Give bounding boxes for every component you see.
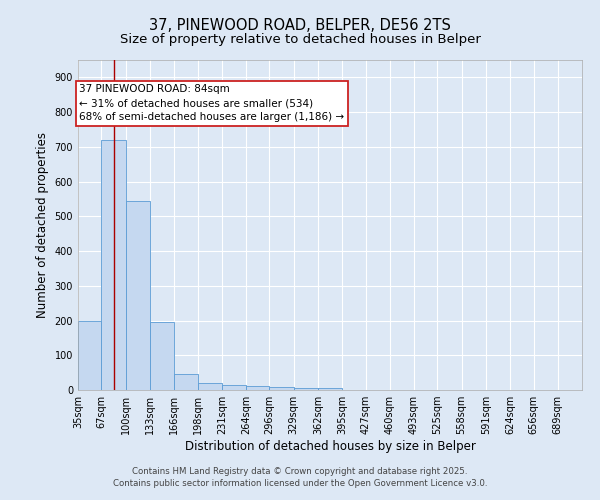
Bar [174, 374, 197, 390]
Bar [197, 383, 222, 390]
Bar [101, 140, 125, 390]
Bar [222, 386, 246, 390]
Text: Size of property relative to detached houses in Belper: Size of property relative to detached ho… [119, 32, 481, 46]
Bar [78, 320, 101, 390]
Bar [293, 388, 318, 390]
Bar [269, 387, 293, 390]
Bar [318, 388, 342, 390]
Bar [150, 322, 174, 390]
Bar [125, 200, 150, 390]
Text: 37 PINEWOOD ROAD: 84sqm
← 31% of detached houses are smaller (534)
68% of semi-d: 37 PINEWOOD ROAD: 84sqm ← 31% of detache… [79, 84, 344, 122]
Text: 37, PINEWOOD ROAD, BELPER, DE56 2TS: 37, PINEWOOD ROAD, BELPER, DE56 2TS [149, 18, 451, 32]
Text: Contains HM Land Registry data © Crown copyright and database right 2025.
Contai: Contains HM Land Registry data © Crown c… [113, 466, 487, 487]
X-axis label: Distribution of detached houses by size in Belper: Distribution of detached houses by size … [185, 440, 475, 453]
Bar [246, 386, 269, 390]
Y-axis label: Number of detached properties: Number of detached properties [36, 132, 49, 318]
